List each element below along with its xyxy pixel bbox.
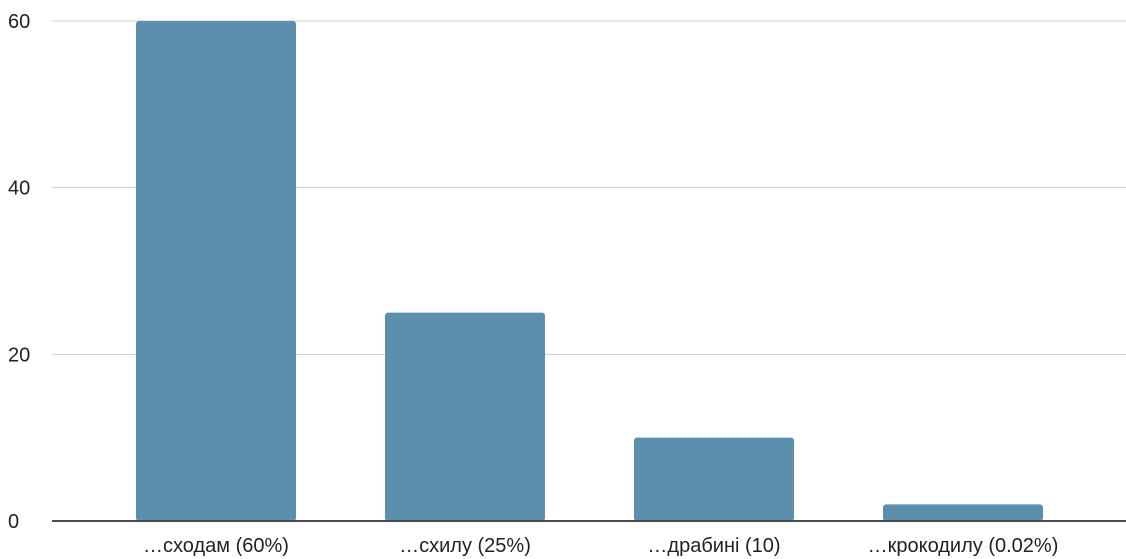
- y-tick-label: 40: [8, 178, 30, 200]
- bar: [136, 21, 296, 521]
- y-tick-label: 60: [8, 11, 30, 33]
- y-tick-labels: 0 20 40 60: [8, 11, 30, 533]
- bars: [52, 21, 1126, 522]
- bar: [883, 504, 1043, 521]
- x-category-label: …крокодилу (0.02%): [868, 535, 1059, 557]
- x-category-label: …схилу (25%): [399, 535, 531, 557]
- x-category-labels: …сходам (60%) …схилу (25%) …драбині (10) …к…: [143, 535, 1058, 557]
- y-tick-label: 20: [8, 344, 30, 366]
- bar: [634, 437, 794, 521]
- y-tick-label: 0: [8, 511, 19, 533]
- x-category-label: …драбині (10): [647, 535, 780, 557]
- bar: [385, 312, 545, 521]
- x-category-label: …сходам (60%): [143, 535, 289, 557]
